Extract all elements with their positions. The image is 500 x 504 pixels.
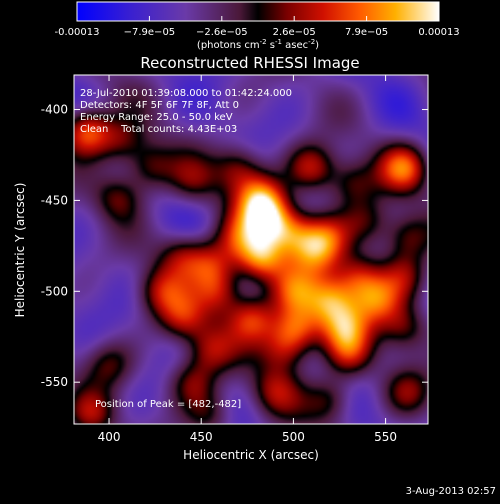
colorbar-units: (photons cm-2 s-1 asec-2) xyxy=(197,38,319,51)
annotation-peak-position: Position of Peak = [482,-482] xyxy=(95,399,241,410)
y-tick-label: -500 xyxy=(41,284,68,298)
annotations: 28-Jul-2010 01:39:08.000 to 01:42:24.000… xyxy=(80,88,292,410)
x-tick-label: 550 xyxy=(374,430,397,444)
colorbar-frame xyxy=(76,1,440,22)
annotation-energy-range: Energy Range: 25.0 - 50.0 keV xyxy=(80,112,233,123)
y-axis: -400 -450 -500 -550 xyxy=(41,103,428,389)
colorbar-tick-label: −7.9e−05 xyxy=(124,27,176,38)
heatmap-image xyxy=(74,75,428,424)
plot-frame xyxy=(73,74,429,425)
colorbar-tick-label: 0.00013 xyxy=(418,27,459,38)
x-tick-label: 500 xyxy=(282,430,305,444)
y-axis-label: Heliocentric Y (arcsec) xyxy=(13,183,27,318)
annotation-time-range: 28-Jul-2010 01:39:08.000 to 01:42:24.000 xyxy=(80,88,292,99)
annotation-detectors: Detectors: 4F 5F 6F 7F 8F, Att 0 xyxy=(80,100,239,111)
x-tick-label: 400 xyxy=(98,430,121,444)
y-tick-label: -400 xyxy=(41,103,68,117)
x-axis: 400 450 500 550 xyxy=(98,75,397,444)
y-tick-label: -550 xyxy=(41,375,68,389)
colorbar-tick-label: 2.6e−05 xyxy=(273,27,316,38)
colorbar-ticks: -0.00013 −7.9e−05 −2.6e−05 2.6e−05 7.9e−05 0.… xyxy=(55,16,460,38)
annotation-clean-counts: Clean Total counts: 4.43E+03 xyxy=(80,124,237,135)
colorbar-tick-label: −2.6e−05 xyxy=(196,27,248,38)
x-axis-label: Heliocentric X (arcsec) xyxy=(183,448,319,462)
y-tick-label: -450 xyxy=(41,193,68,207)
colorbar: -0.00013 −7.9e−05 −2.6e−05 2.6e−05 7.9e−05 0.… xyxy=(55,1,460,51)
footer-timestamp: 3-Aug-2013 02:57 xyxy=(406,486,496,497)
colorbar-tick-label: 7.9e−05 xyxy=(345,27,388,38)
chart-title: Reconstructed RHESSI Image xyxy=(140,54,359,72)
x-tick-label: 450 xyxy=(190,430,213,444)
heatmap-raster xyxy=(74,75,428,424)
colorbar-gradient xyxy=(77,2,439,21)
colorbar-tick-label: -0.00013 xyxy=(55,27,100,38)
